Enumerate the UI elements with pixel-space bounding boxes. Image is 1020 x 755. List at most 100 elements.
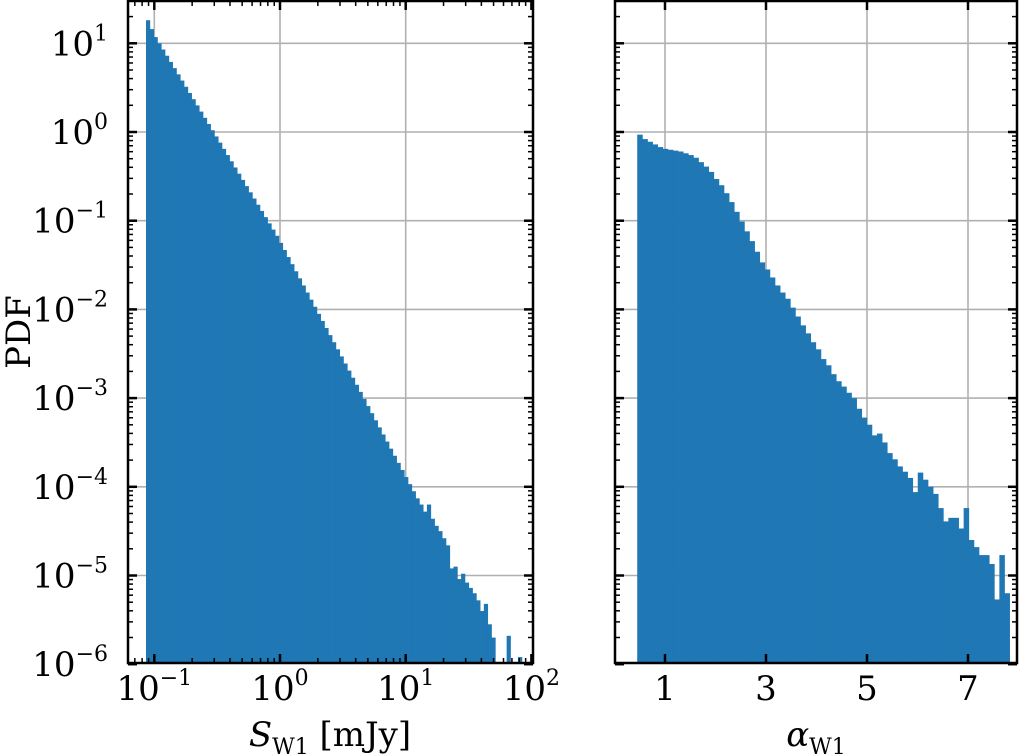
- histogram-bar: [426, 504, 432, 663]
- histogram-bar: [183, 86, 189, 663]
- histogram-bar: [922, 479, 929, 663]
- histogram-bar: [851, 398, 857, 663]
- histogram-bar: [267, 223, 272, 663]
- histogram-bar: [457, 579, 462, 663]
- histogram-bar: [221, 148, 227, 663]
- histogram-bar: [693, 157, 699, 663]
- histogram-bar: [335, 349, 341, 663]
- histogram-bar: [800, 325, 806, 663]
- histogram-bar: [199, 111, 204, 663]
- histogram-bar: [795, 316, 801, 663]
- left-x-tick-labels: 10−1 100 101 102: [116, 666, 560, 709]
- histogram-bar: [933, 493, 939, 663]
- x-tick-label: 3: [755, 669, 777, 709]
- histogram-bar: [297, 278, 303, 663]
- histogram-bar: [780, 292, 786, 663]
- histogram-bar: [968, 540, 975, 663]
- x-tick-label: 10−1: [116, 666, 192, 709]
- alpha-histogram-panel: 1 3 5 7 αW1: [613, 0, 1019, 755]
- histogram-bar: [373, 420, 378, 663]
- histogram-bar: [172, 68, 177, 664]
- right-x-axis-label: αW1: [786, 715, 846, 755]
- histogram-bar: [369, 413, 375, 663]
- histogram-bar: [754, 251, 761, 663]
- histogram-bar: [442, 538, 447, 663]
- left-x-axis-label: SW1 [mJy]: [249, 715, 411, 755]
- histogram-bar: [415, 498, 420, 663]
- histogram-bar: [958, 528, 965, 663]
- histogram-bar: [876, 433, 883, 663]
- alpha-histogram-bars: [637, 134, 1010, 664]
- histogram-bar: [271, 229, 276, 663]
- histogram-bar: [320, 320, 325, 663]
- histogram-bar: [385, 441, 390, 663]
- histogram-bar: [146, 20, 151, 664]
- histogram-bar: [871, 435, 878, 663]
- histogram-bar: [785, 298, 791, 663]
- y-tick-labels: 101 100 10−1 10−2 10−3 10−4 10−5 10−6: [32, 21, 108, 685]
- histogram-bar: [698, 162, 704, 663]
- histogram-bar: [202, 117, 208, 664]
- y-tick-label: 10−5: [32, 554, 108, 597]
- histogram-bar: [836, 381, 842, 663]
- histogram-bar: [210, 130, 215, 663]
- histogram-bar: [672, 150, 679, 663]
- y-tick-label: 10−4: [32, 465, 108, 508]
- histogram-bar: [642, 139, 648, 663]
- y-axis-label: PDF: [0, 295, 39, 369]
- histogram-bar: [739, 221, 745, 663]
- right-x-tick-labels: 1 3 5 7: [654, 669, 979, 709]
- histogram-bar: [195, 105, 200, 663]
- histogram-bar: [480, 610, 485, 663]
- histogram-bar: [667, 149, 674, 664]
- histogram-bar: [381, 434, 386, 663]
- histogram-bar: [305, 292, 310, 663]
- histogram-bar: [713, 179, 720, 664]
- histogram-bar: [461, 573, 466, 663]
- histogram-bar: [861, 417, 868, 663]
- histogram-bar: [233, 167, 238, 664]
- y-tick-label: 10−2: [32, 287, 108, 330]
- flux-histogram-panel: 10−1 100 101 102 101 100 10−1 10−2 10−3 10−4 10−5…: [0, 0, 560, 755]
- histogram-bar: [313, 306, 318, 663]
- histogram-bar: [978, 555, 985, 663]
- histogram-bar: [953, 517, 959, 663]
- histogram-bar: [662, 148, 669, 663]
- histogram-bar: [472, 593, 477, 663]
- histogram-bar: [278, 242, 284, 663]
- histogram-bar: [161, 49, 166, 664]
- histogram-bar: [354, 384, 359, 663]
- histogram-bar: [683, 153, 689, 663]
- histogram-bar: [866, 424, 873, 663]
- histogram-bar: [347, 370, 352, 663]
- histogram-bar: [506, 635, 511, 663]
- histogram-bar: [994, 599, 1000, 663]
- histogram-bar: [723, 193, 730, 663]
- histogram-bar: [176, 74, 181, 664]
- histogram-bar: [316, 313, 322, 663]
- x-tick-label: 102: [503, 666, 560, 709]
- histogram-bar: [350, 377, 356, 663]
- histogram-bar: [225, 155, 230, 663]
- histogram-bar: [449, 568, 454, 663]
- histogram-bar: [892, 459, 898, 663]
- y-tick-label: 10−1: [32, 199, 108, 242]
- x-tick-label: 1: [654, 669, 676, 709]
- histogram-bar: [206, 124, 211, 664]
- histogram-bar: [483, 603, 489, 663]
- histogram-bar: [419, 504, 424, 663]
- histogram-bar: [764, 269, 771, 663]
- right-axes-frame: [613, 0, 1019, 665]
- histogram-bar: [290, 264, 295, 663]
- histogram-bar: [856, 408, 863, 663]
- histogram-bar: [917, 472, 924, 663]
- histogram-bar: [882, 442, 888, 663]
- histogram-bar: [487, 624, 492, 663]
- histogram-bar: [491, 637, 496, 663]
- histogram-bar: [820, 359, 827, 663]
- histogram-bar: [256, 204, 261, 663]
- histogram-bar: [815, 349, 822, 663]
- histogram-bar: [438, 531, 443, 663]
- histogram-bar: [149, 29, 154, 664]
- histogram-bar: [749, 241, 755, 663]
